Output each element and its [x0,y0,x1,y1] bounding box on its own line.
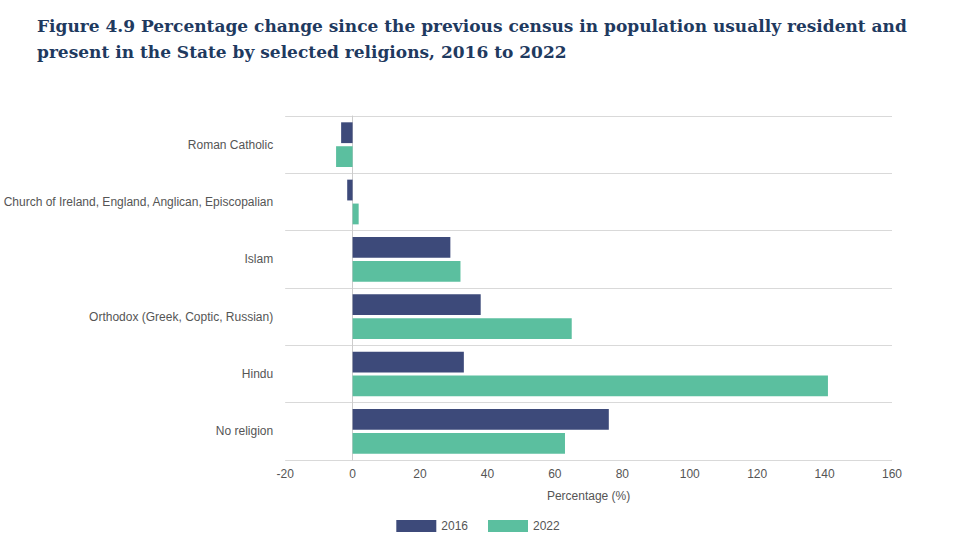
svg-text:Figure 4.9 Percentage change s: Figure 4.9 Percentage change since the p… [37,16,913,36]
svg-text:Orthodox (Greek, Coptic, Russi: Orthodox (Greek, Coptic, Russian) [89,310,273,324]
svg-text:100: 100 [680,467,700,481]
svg-text:No religion: No religion [216,424,273,438]
svg-text:40: 40 [481,467,495,481]
svg-text:80: 80 [616,467,630,481]
svg-text:Hindu: Hindu [242,367,273,381]
svg-text:2016: 2016 [441,519,468,533]
svg-text:present in the State by select: present in the State by selected religio… [37,42,567,62]
svg-text:Church of Ireland, England, An: Church of Ireland, England, Anglican, Ep… [4,195,274,209]
svg-text:140: 140 [815,467,835,481]
svg-text:160: 160 [882,467,902,481]
svg-text:2022: 2022 [533,519,560,533]
svg-text:120: 120 [747,467,767,481]
svg-text:0: 0 [349,467,356,481]
svg-text:Percentage (%): Percentage (%) [547,489,630,503]
svg-text:60: 60 [548,467,562,481]
svg-text:-20: -20 [276,467,294,481]
svg-text:Islam: Islam [244,252,273,266]
svg-text:Roman Catholic: Roman Catholic [188,138,273,152]
svg-text:20: 20 [413,467,427,481]
